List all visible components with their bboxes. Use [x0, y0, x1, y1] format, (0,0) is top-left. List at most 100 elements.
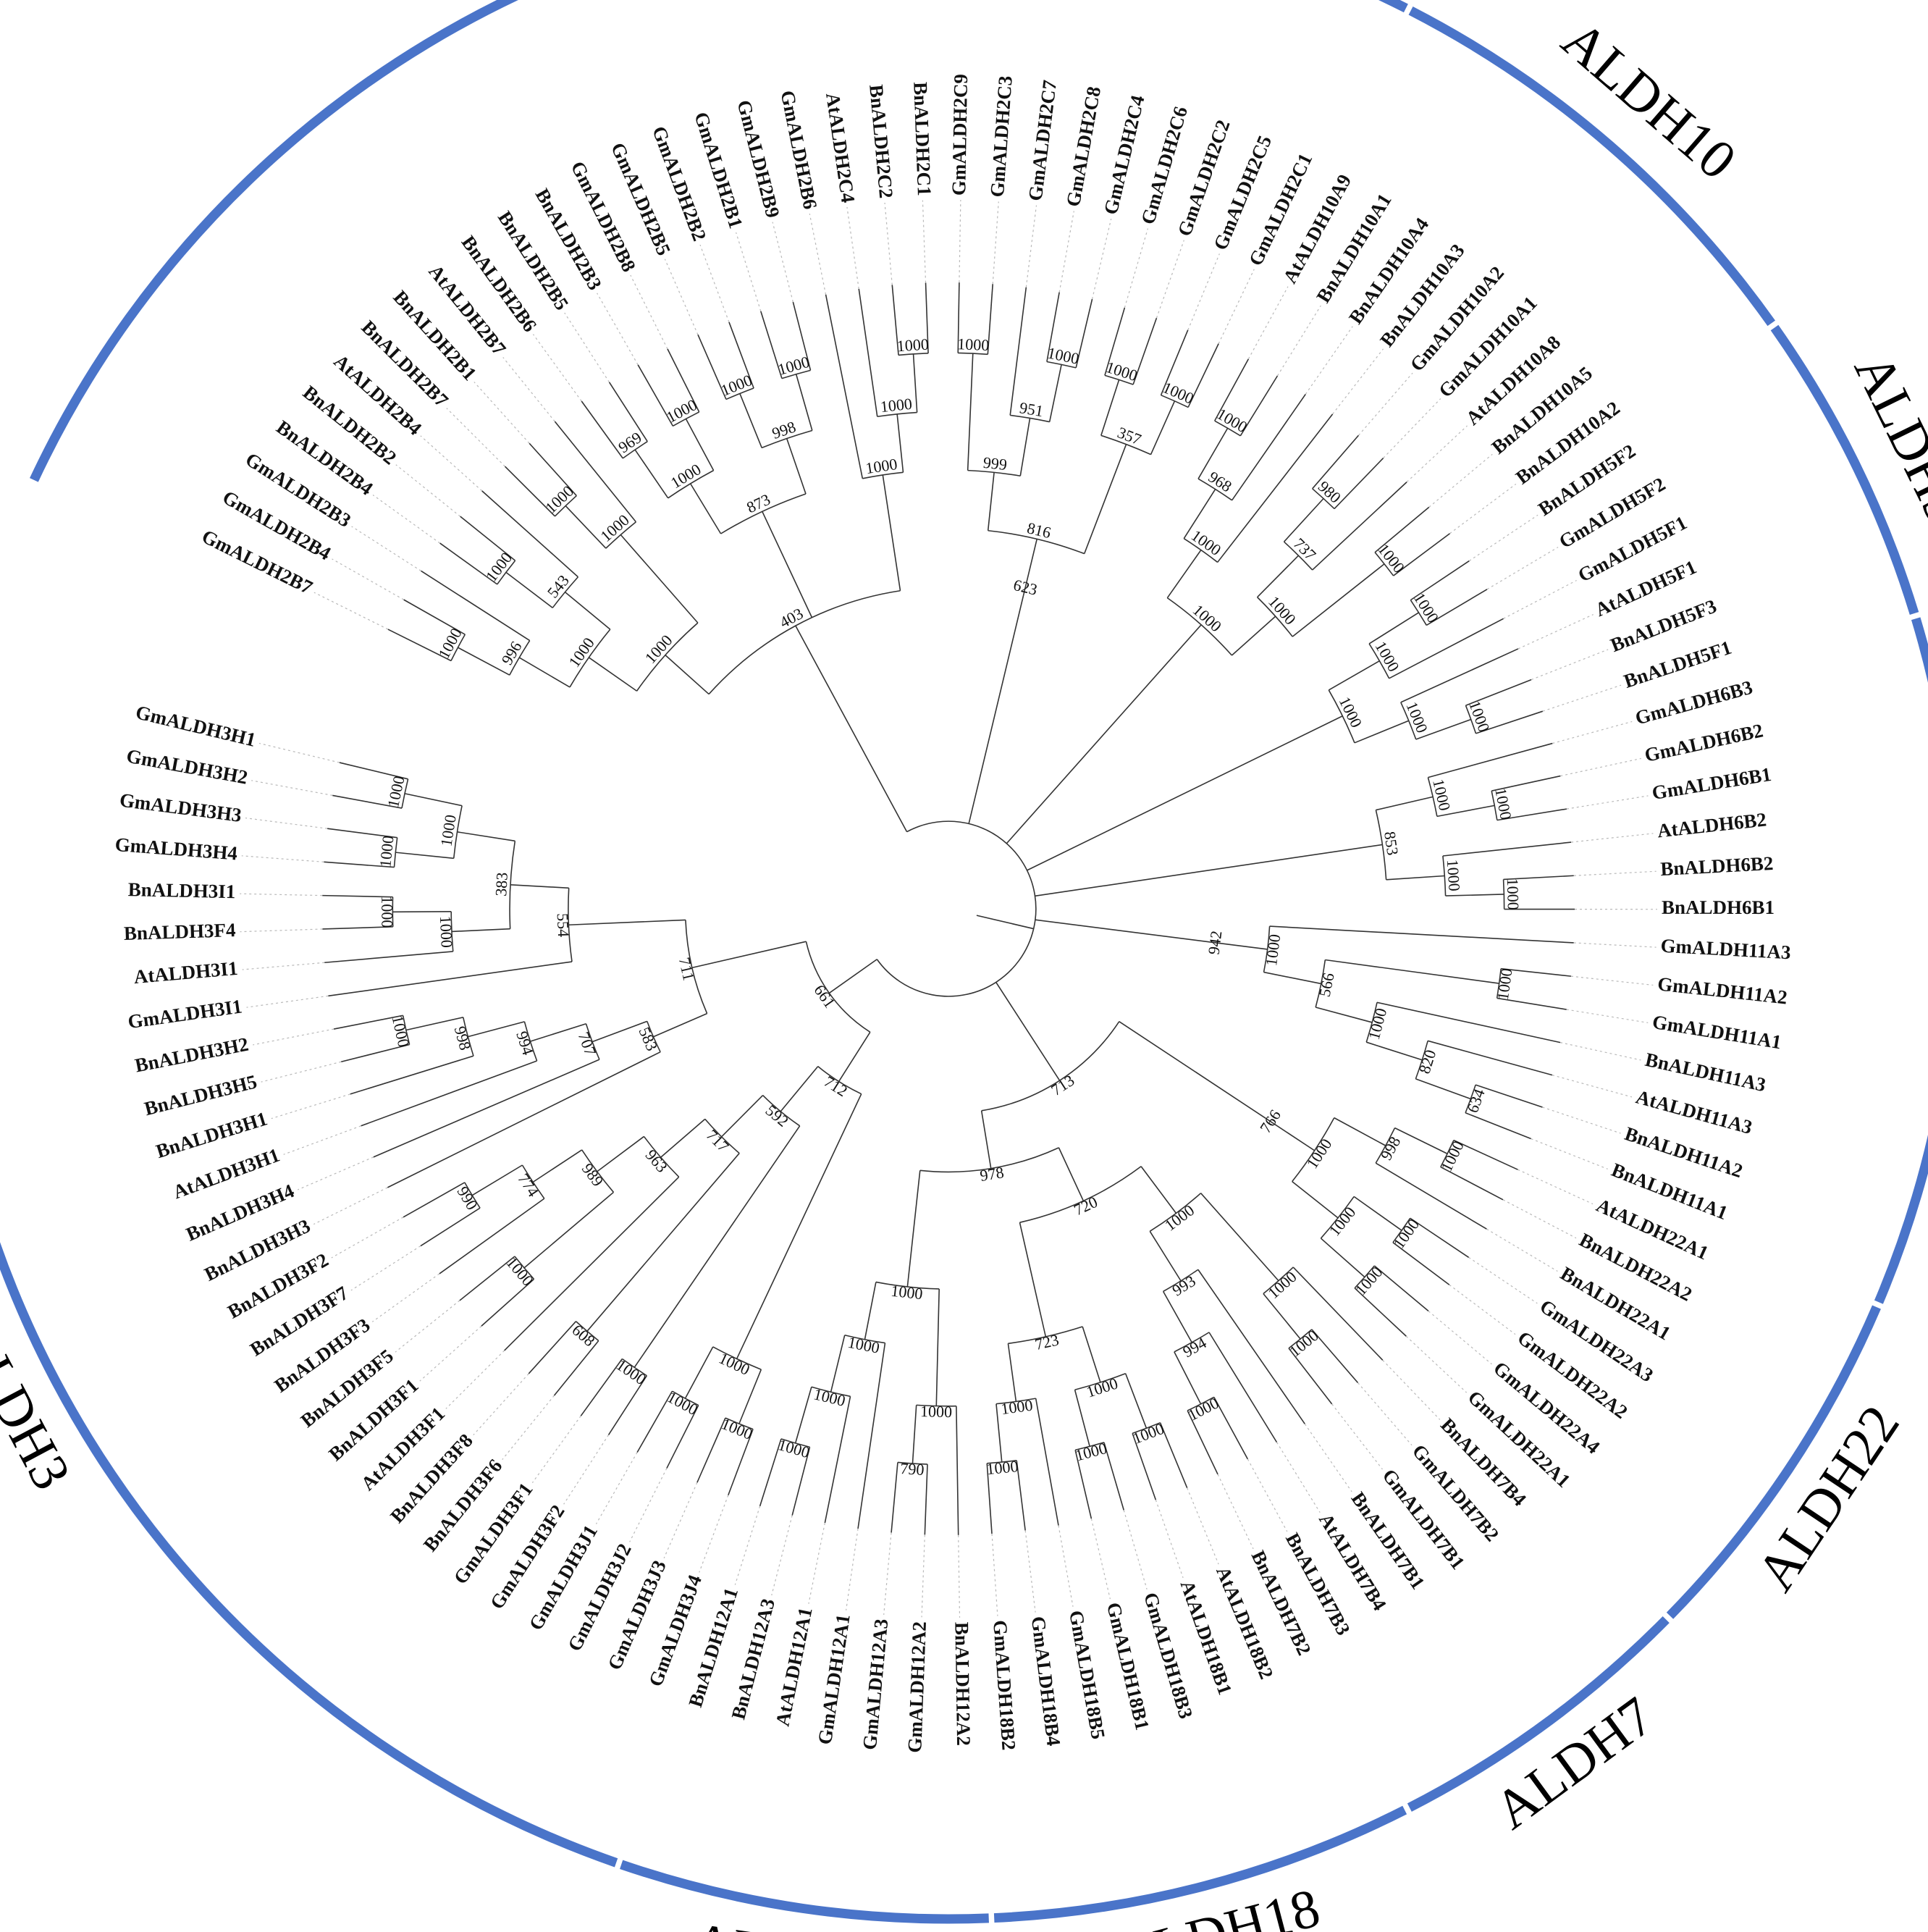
leaf-label: GmALDH2C7: [1024, 79, 1061, 202]
leaf-label: GmALDH2C4: [1100, 93, 1149, 217]
branch-line: [459, 1256, 515, 1301]
branch-line: [1320, 1238, 1365, 1278]
branch-arc: [708, 589, 901, 695]
family-arc: [1666, 1305, 1881, 1619]
branch-line: [333, 1015, 403, 1030]
leaf-connector: [1304, 1423, 1352, 1492]
leaf-connector: [991, 1533, 998, 1616]
leaf-connector: [419, 1325, 482, 1382]
branch-line: [986, 1463, 993, 1534]
leaf-connector: [1123, 1510, 1148, 1590]
branch-line: [420, 1207, 481, 1247]
branch-line: [653, 1012, 707, 1038]
branch-line: [1174, 1351, 1202, 1405]
branch-line: [532, 1149, 583, 1183]
bootstrap-value: 993: [1169, 1272, 1198, 1300]
leaf-label: AtALDH3I1: [133, 957, 239, 988]
branch-line: [1027, 715, 1343, 871]
family-arc: [1770, 324, 1919, 615]
bootstrap-value: 1000: [1161, 1201, 1197, 1234]
leaf-connector: [445, 1350, 505, 1409]
branch-line: [1315, 1007, 1373, 1023]
bootstrap-value: 1000: [1000, 1396, 1034, 1419]
branch-arc: [817, 1065, 862, 1095]
leaf-connector: [1217, 1474, 1254, 1550]
branch-line: [792, 301, 812, 371]
branch-line: [518, 657, 571, 688]
branch-line: [634, 449, 669, 499]
leaf-connector: [297, 1156, 374, 1190]
branch-line: [830, 1335, 846, 1393]
branch-line: [1475, 1084, 1543, 1108]
leaf-connector: [1247, 1458, 1288, 1532]
leaf-connector: [1517, 1169, 1594, 1205]
branch-arc: [1149, 1193, 1202, 1232]
leaf-labels: GmALDH2B7GmALDH2B4GmALDH2B3BnALDH2B4BnAL…: [114, 74, 1791, 1753]
branch-line: [564, 592, 611, 630]
bootstrap-value: 403: [776, 604, 806, 631]
branch-line: [1124, 1373, 1148, 1429]
branch-line: [967, 353, 974, 471]
branch-line: [1019, 1222, 1047, 1337]
leaf-label: BnALDH11A3: [1643, 1049, 1768, 1096]
branch-arc: [1187, 1396, 1215, 1411]
bootstrap-value: 1000: [890, 1282, 923, 1303]
leaf-label: GmALDH18B2: [989, 1619, 1019, 1751]
branch-arc: [1315, 959, 1326, 1008]
branch-line: [685, 418, 715, 471]
branch-line: [660, 1118, 706, 1158]
branch-line: [1400, 648, 1519, 703]
branch-line: [786, 438, 807, 495]
branch-line: [1292, 1180, 1339, 1219]
leaf-connector: [372, 495, 441, 544]
branch-line: [728, 1429, 754, 1496]
branch-line: [760, 311, 783, 379]
branch-line: [327, 828, 397, 839]
branch-line: [361, 1060, 537, 1127]
bootstrap-value: 853: [1381, 830, 1402, 856]
branch-line: [1074, 1450, 1093, 1519]
leaf-connector: [1566, 1009, 1649, 1023]
bootstrap-value: 1000: [1130, 1419, 1166, 1448]
branch-arc: [568, 888, 573, 962]
branch-line: [1325, 959, 1499, 984]
branch-line: [665, 655, 710, 695]
bootstrap-value: 711: [675, 956, 699, 983]
branch-line: [739, 393, 762, 448]
bootstrap-value: 1000: [384, 774, 408, 809]
bootstrap-value: 1000: [1437, 1138, 1468, 1175]
branch-line: [1197, 427, 1229, 479]
leaf-label: GmALDH6B1: [1651, 763, 1773, 804]
leaf-connector: [1468, 514, 1538, 562]
leaf-label: GmALDH12A3: [859, 1618, 892, 1750]
bootstrap-value: 707: [575, 1029, 600, 1058]
leaf-label: GmALDH12A2: [904, 1621, 930, 1754]
leaf-connector: [1382, 1359, 1441, 1420]
branch-line: [322, 926, 393, 930]
branch-arc: [1008, 1326, 1083, 1345]
bootstrap-value: 1000: [1491, 786, 1515, 821]
leaf-connector: [395, 1300, 460, 1353]
branch-line: [1187, 1410, 1218, 1475]
branch-line: [896, 413, 904, 473]
branch-line: [824, 1396, 851, 1524]
branch-line: [1366, 1041, 1423, 1061]
branch-arc: [876, 820, 1037, 997]
bootstrap-value: 820: [1415, 1048, 1440, 1076]
branch-line: [891, 285, 899, 356]
branch-line: [1035, 1398, 1059, 1526]
branch-line: [1415, 1078, 1471, 1100]
branch-line: [1048, 364, 1062, 422]
branch-line: [1376, 796, 1434, 811]
branch-arc: [762, 1094, 801, 1127]
branch-line: [1386, 875, 1445, 881]
branch-line: [387, 629, 452, 662]
branch-line: [1035, 919, 1210, 943]
branch-line: [980, 1110, 992, 1169]
bootstrap-value: 989: [578, 1160, 607, 1190]
branch-line: [439, 542, 498, 585]
branch-line: [1100, 379, 1120, 436]
branch-line: [510, 884, 569, 889]
leaf-label: BnALDH2C1: [909, 82, 935, 197]
